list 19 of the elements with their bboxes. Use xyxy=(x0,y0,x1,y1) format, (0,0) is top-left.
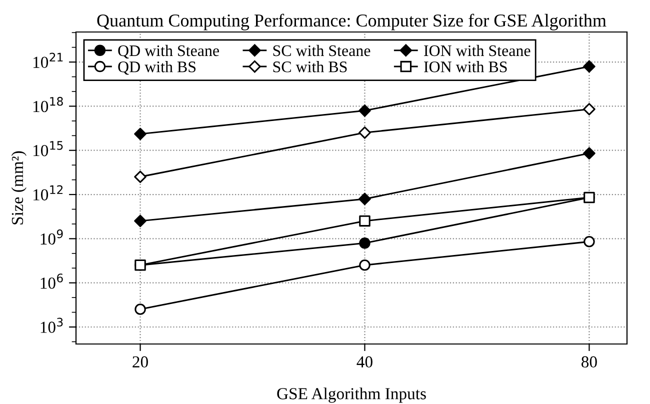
y-tick-label: 10$^{9}$ xyxy=(40,229,63,245)
y-axis-title: Size (mm²) xyxy=(11,151,26,224)
x-axis-title: GSE Algorithm Inputs xyxy=(277,388,426,403)
legend-label: ION with BS xyxy=(424,61,507,72)
y-tick-label: 10$^{12}$ xyxy=(33,185,63,200)
legend-label: SC with Steane xyxy=(273,44,370,56)
y-tick-label: 10$^{15}$ xyxy=(33,141,63,156)
y-tick-label: 10$^{3}$ xyxy=(40,318,63,333)
y-tick-label: 10$^{21}$ xyxy=(33,52,63,68)
y-tick-label: 10$^{6}$ xyxy=(40,274,63,289)
x-tick-label: 20 xyxy=(132,356,148,368)
y-tick-label: 10$^{18}$ xyxy=(33,96,63,112)
legend-label: QD with BS xyxy=(118,61,196,75)
x-tick-label: 80 xyxy=(582,356,597,368)
legend-label: SC with BS xyxy=(273,61,347,72)
legend-label: ION with Steane xyxy=(424,44,530,56)
chart-title: Quantum Computing Performance: Computer Size for GSE Algorithm xyxy=(97,14,606,30)
legend-label: QD with Steane xyxy=(118,44,219,59)
x-tick-label: 40 xyxy=(356,356,372,368)
